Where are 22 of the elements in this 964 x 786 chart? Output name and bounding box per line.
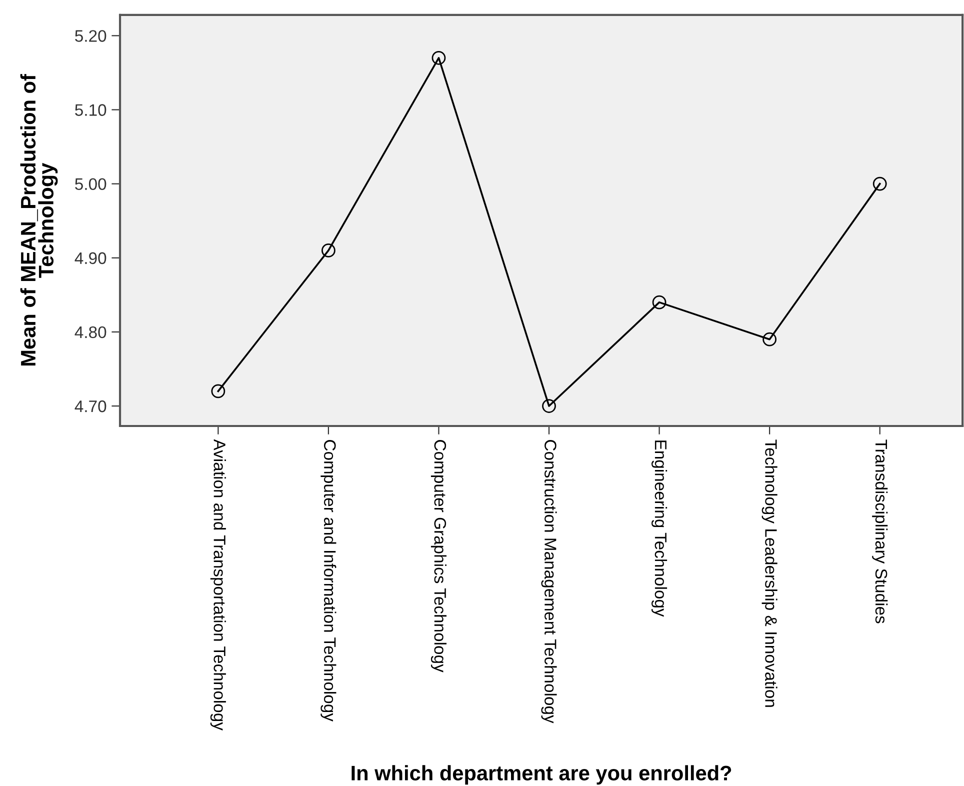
point	[432, 50, 446, 65]
point	[542, 399, 556, 413]
y-axis-title: Mean of MEAN_Production of Technology	[20, 74, 58, 366]
x-axis-title: In which department are you enrolled?	[352, 765, 732, 785]
x-tick-label: Computer Graphics Technology	[430, 440, 446, 672]
x-tick-label: Computer and Information Technology	[320, 440, 336, 722]
point	[652, 295, 666, 310]
x-tick-label: Technology Leadership & Innovation	[762, 440, 778, 707]
y-tick-label: 4.70	[74, 400, 106, 412]
point	[762, 332, 777, 346]
point	[211, 384, 226, 398]
x-tick-label: Transdisciplinary Studies	[872, 440, 888, 624]
x-tick-label: Construction Management Technology	[541, 440, 557, 724]
y-tick-label: 5.20	[75, 30, 106, 42]
x-tick-label: Aviation and Transportation Technology	[210, 439, 226, 730]
point	[322, 244, 336, 258]
y-tick-label: 5.10	[75, 104, 106, 116]
y-tick-label: 5.00	[75, 178, 106, 190]
y-tick-label: 4.80	[74, 326, 106, 338]
y-tick-label: 4.90	[74, 252, 106, 264]
point	[872, 176, 887, 191]
x-tick-label: Engineering Technology	[652, 440, 668, 617]
